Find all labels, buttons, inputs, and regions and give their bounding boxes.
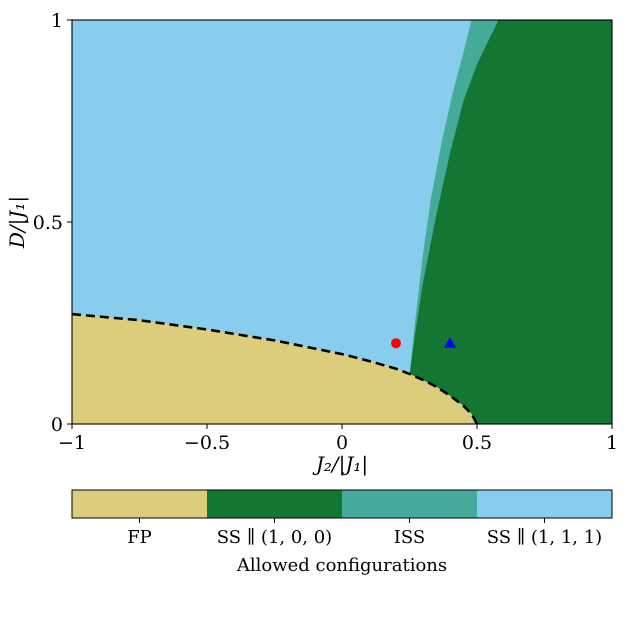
colorbar-segment: [477, 490, 612, 518]
colorbar-category-label: FP: [127, 527, 152, 548]
y-tick-label: 0.5: [33, 212, 63, 234]
y-axis-ticks: 00.51: [33, 10, 72, 436]
colorbar-category-label: SS ∥ (1, 0, 0): [217, 527, 332, 548]
dashed-boundary-line: [72, 312, 479, 424]
x-axis-ticks: −1 −0.5 0 0.5 1: [58, 424, 618, 454]
colorbar: FP SS ∥ (1, 0, 0) ISS SS ∥ (1, 1, 1): [71, 489, 613, 548]
colorbar-segment: [207, 490, 342, 518]
x-tick-label: −1: [58, 432, 86, 454]
marker-red-circle: [391, 338, 401, 349]
colorbar-frame: [71, 489, 613, 519]
x-tick-label: 1: [606, 432, 618, 454]
colorbar-category-label: SS ∥ (1, 1, 1): [487, 527, 602, 548]
x-tick-label: −0.5: [184, 432, 230, 454]
y-tick-label: 0: [51, 414, 63, 436]
plot-area: [72, 20, 612, 424]
colorbar-label: Allowed configurations: [236, 555, 447, 576]
y-tick-label: 1: [51, 10, 63, 32]
colorbar-segment: [342, 490, 477, 518]
y-axis-label: D/|J₁|: [5, 196, 30, 249]
x-axis-label: J₂/|J₁|: [312, 452, 368, 477]
x-tick-label: 0: [336, 432, 348, 454]
colorbar-segment: [72, 490, 207, 518]
marker-blue-triangle: [444, 337, 456, 348]
x-tick-label: 0.5: [462, 432, 492, 454]
colorbar-category-label: ISS: [394, 527, 425, 548]
region-fp: [72, 314, 477, 424]
region-ss-100: [409, 20, 612, 424]
